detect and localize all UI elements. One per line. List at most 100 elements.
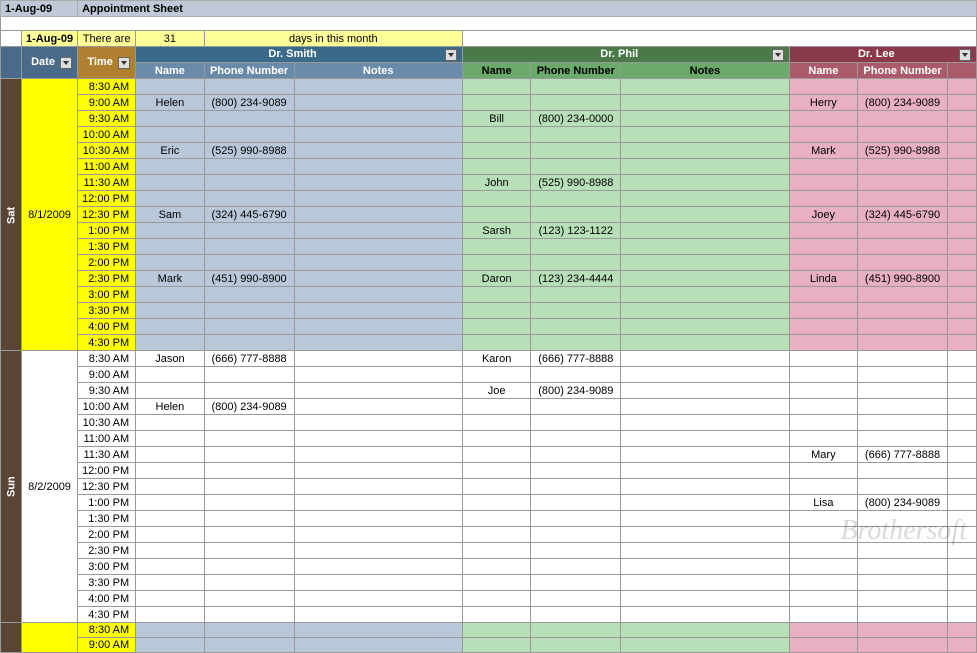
date-cell[interactable]: [22, 623, 78, 653]
doc2-phone-cell[interactable]: [531, 319, 621, 335]
doc3-phone-cell[interactable]: [858, 79, 948, 95]
doc3-phone-cell[interactable]: [858, 431, 948, 447]
doc3-notes-cell[interactable]: [947, 495, 976, 511]
doc2-notes-cell[interactable]: [621, 175, 789, 191]
doc3-notes-cell[interactable]: [947, 447, 976, 463]
doc2-phone-cell[interactable]: [531, 303, 621, 319]
doc3-notes-cell[interactable]: [947, 207, 976, 223]
doc1-notes-cell[interactable]: [294, 159, 462, 175]
doc2-notes-cell[interactable]: [621, 527, 789, 543]
doc3-notes-cell[interactable]: [947, 511, 976, 527]
doc2-name-cell[interactable]: Daron: [462, 271, 530, 287]
doc1-phone-cell[interactable]: [204, 303, 294, 319]
doc3-phone-cell[interactable]: [858, 591, 948, 607]
phone-cell[interactable]: [531, 638, 621, 653]
doc3-notes-cell[interactable]: [947, 479, 976, 495]
doc1-notes-cell[interactable]: [294, 191, 462, 207]
name-cell[interactable]: [136, 623, 204, 638]
doc2-notes-cell[interactable]: [621, 223, 789, 239]
doc1-phone-cell[interactable]: (324) 445-6790: [204, 207, 294, 223]
doc3-name-cell[interactable]: [789, 175, 857, 191]
time-cell[interactable]: 9:00 AM: [78, 367, 136, 383]
time-cell[interactable]: 4:00 PM: [78, 319, 136, 335]
doc1-name-cell[interactable]: [136, 319, 204, 335]
doc2-name-cell[interactable]: [462, 127, 530, 143]
doc1-name-cell[interactable]: [136, 447, 204, 463]
doc1-phone-cell[interactable]: [204, 159, 294, 175]
doc3-phone-cell[interactable]: [858, 351, 948, 367]
doc3-name-cell[interactable]: [789, 79, 857, 95]
time-cell[interactable]: 3:30 PM: [78, 575, 136, 591]
doc1-name-cell[interactable]: Sam: [136, 207, 204, 223]
time-cell[interactable]: 1:00 PM: [78, 223, 136, 239]
time-cell[interactable]: 10:30 AM: [78, 143, 136, 159]
filter-icon[interactable]: [772, 49, 784, 61]
doc1-notes-cell[interactable]: [294, 495, 462, 511]
doc1-notes-cell[interactable]: [294, 463, 462, 479]
doc1-phone-cell[interactable]: [204, 319, 294, 335]
doc2-name-cell[interactable]: [462, 479, 530, 495]
doc1-phone-cell[interactable]: [204, 383, 294, 399]
doc3-phone-cell[interactable]: [858, 367, 948, 383]
doc2-notes-cell[interactable]: [621, 95, 789, 111]
doc3-name-cell[interactable]: Joey: [789, 207, 857, 223]
doc1-phone-cell[interactable]: (800) 234-9089: [204, 399, 294, 415]
time-cell[interactable]: 1:00 PM: [78, 495, 136, 511]
doc3-notes-cell[interactable]: [947, 303, 976, 319]
doc1-notes-cell[interactable]: [294, 559, 462, 575]
doc3-notes-cell[interactable]: [947, 367, 976, 383]
doc3-name-cell[interactable]: Herry: [789, 95, 857, 111]
doc2-name-cell[interactable]: [462, 191, 530, 207]
doc1-notes-cell[interactable]: [294, 127, 462, 143]
doc2-notes-cell[interactable]: [621, 143, 789, 159]
doc2-name-cell[interactable]: [462, 79, 530, 95]
info-date[interactable]: 1-Aug-09: [22, 31, 78, 47]
doc1-name-cell[interactable]: [136, 303, 204, 319]
doc3-notes-cell[interactable]: [947, 607, 976, 623]
doc3-name-cell[interactable]: [789, 591, 857, 607]
doc2-phone-cell[interactable]: (123) 123-1122: [531, 223, 621, 239]
time-cell[interactable]: 12:00 PM: [78, 191, 136, 207]
doc1-notes-cell[interactable]: [294, 319, 462, 335]
doc3-phone-cell[interactable]: [858, 415, 948, 431]
doc1-phone-cell[interactable]: [204, 447, 294, 463]
date-cell[interactable]: 8/2/2009: [22, 351, 78, 623]
doc1-notes-cell[interactable]: [294, 95, 462, 111]
doc1-notes-cell[interactable]: [294, 303, 462, 319]
doc3-notes-cell[interactable]: [947, 79, 976, 95]
doc2-notes-cell[interactable]: [621, 479, 789, 495]
time-cell[interactable]: 9:00 AM: [78, 95, 136, 111]
doc2-name-cell[interactable]: [462, 143, 530, 159]
doc3-notes-cell[interactable]: [947, 335, 976, 351]
doc2-phone-cell[interactable]: [531, 207, 621, 223]
doc3-phone-cell[interactable]: [858, 543, 948, 559]
doc3-phone-cell[interactable]: [858, 335, 948, 351]
doc1-notes-cell[interactable]: [294, 111, 462, 127]
doc2-name-cell[interactable]: [462, 431, 530, 447]
phone-cell[interactable]: [204, 638, 294, 653]
doc1-name-cell[interactable]: [136, 111, 204, 127]
doc1-phone-cell[interactable]: [204, 239, 294, 255]
doc2-phone-cell[interactable]: (800) 234-0000: [531, 111, 621, 127]
doc3-name-cell[interactable]: [789, 431, 857, 447]
doc2-phone-cell[interactable]: (666) 777-8888: [531, 351, 621, 367]
doc1-phone-header[interactable]: Phone Number: [204, 63, 294, 79]
doc1-name-cell[interactable]: Jason: [136, 351, 204, 367]
doc3-phone-cell[interactable]: [858, 463, 948, 479]
doc2-name-cell[interactable]: [462, 559, 530, 575]
doc1-name-cell[interactable]: [136, 367, 204, 383]
doc2-phone-cell[interactable]: [531, 575, 621, 591]
doc1-notes-cell[interactable]: [294, 447, 462, 463]
doc1-phone-cell[interactable]: [204, 575, 294, 591]
doc3-name-cell[interactable]: [789, 383, 857, 399]
doc2-notes-cell[interactable]: [621, 463, 789, 479]
doc2-name-cell[interactable]: [462, 399, 530, 415]
doc3-name-header[interactable]: Name: [789, 63, 857, 79]
doc3-name-cell[interactable]: [789, 463, 857, 479]
time-cell[interactable]: 1:30 PM: [78, 511, 136, 527]
notes-cell[interactable]: [621, 623, 789, 638]
doc2-name-cell[interactable]: [462, 207, 530, 223]
doc2-phone-cell[interactable]: [531, 415, 621, 431]
doc2-phone-cell[interactable]: [531, 431, 621, 447]
doc1-name-cell[interactable]: [136, 511, 204, 527]
